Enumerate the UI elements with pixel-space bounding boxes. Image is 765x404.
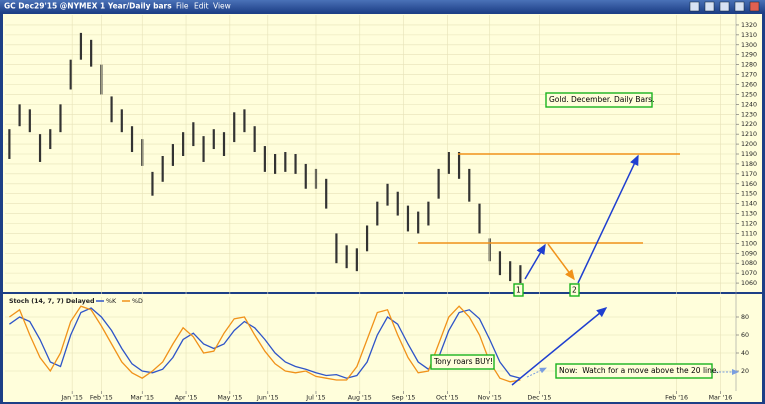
y-tick-label: 40 xyxy=(741,350,749,357)
x-tick-label: Mar '15 xyxy=(130,395,154,402)
y-tick-label: 1130 xyxy=(741,211,757,218)
y-tick-label: 1170 xyxy=(741,171,757,178)
annotation-now: Now: Watch for a move above the 20 line. xyxy=(559,366,719,375)
period: 1 Year/Daily bars xyxy=(100,2,172,11)
y-tick-label: 1310 xyxy=(741,32,757,39)
menu-item[interactable]: File xyxy=(176,2,189,11)
x-tick-label: Sep '15 xyxy=(392,395,416,402)
x-tick-label: Apr '15 xyxy=(175,395,198,402)
x-tick-label: Jul '15 xyxy=(305,395,325,402)
annotations xyxy=(418,92,739,386)
y-tick-label: 1250 xyxy=(741,91,757,98)
stoch-line xyxy=(9,305,521,383)
y-tick-label: 60 xyxy=(741,332,749,339)
legend-label: %D xyxy=(132,298,143,305)
y-tick-label: 80 xyxy=(741,314,749,321)
annotation-buy: Tony roars BUY! xyxy=(433,357,493,366)
wave-label: 2 xyxy=(572,286,577,295)
y-tick-label: 1260 xyxy=(741,82,757,89)
y-tick-label: 1180 xyxy=(741,161,757,168)
x-tick-label: Feb '16 xyxy=(665,395,688,402)
y-tick-label: 1240 xyxy=(741,101,757,108)
y-tick-label: 1280 xyxy=(741,62,757,69)
title-bar xyxy=(0,0,765,13)
x-tick-label: Nov '15 xyxy=(478,395,502,402)
y-tick-label: 1270 xyxy=(741,72,757,79)
x-tick-label: May '15 xyxy=(217,395,242,402)
annotation-title: Gold. December. Daily Bars. xyxy=(549,95,654,104)
x-tick-label: Jan '15 xyxy=(60,395,82,402)
y-tick-label: 1120 xyxy=(741,220,757,227)
y-tick-label: 1200 xyxy=(741,141,757,148)
y-tick-label: 1160 xyxy=(741,181,757,188)
x-tick-label: Feb '15 xyxy=(90,395,113,402)
y-tick-label: 1140 xyxy=(741,201,757,208)
wave-label: 1 xyxy=(516,286,521,295)
y-tick-label: 1150 xyxy=(741,191,757,198)
y-tick-label: 1190 xyxy=(741,151,757,158)
y-tick-label: 1210 xyxy=(741,131,757,138)
x-tick-label: Jun '15 xyxy=(256,395,279,402)
y-tick-label: 1080 xyxy=(741,260,757,267)
legend-label: %K xyxy=(106,298,117,305)
y-tick-label: 1230 xyxy=(741,111,757,118)
menu-item[interactable]: Edit xyxy=(194,2,209,11)
date-axis xyxy=(3,391,762,402)
y-tick-label: 1320 xyxy=(741,22,757,29)
y-tick-label: 1060 xyxy=(741,280,757,287)
y-tick-label: 20 xyxy=(741,368,749,375)
y-tick-label: 1070 xyxy=(741,270,757,277)
price-panel xyxy=(3,14,762,292)
y-tick-label: 1290 xyxy=(741,52,757,59)
x-tick-label: Mar '16 xyxy=(709,395,733,402)
y-tick-label: 1300 xyxy=(741,42,757,49)
y-tick-label: 1090 xyxy=(741,250,757,257)
x-tick-label: Oct '15 xyxy=(436,395,459,402)
x-tick-label: Aug '15 xyxy=(348,395,372,402)
window-buttons[interactable] xyxy=(689,1,760,12)
x-tick-label: Dec '15 xyxy=(527,395,551,402)
y-tick-label: 1220 xyxy=(741,121,757,128)
symbol: GC Dec29'15 @NYMEX xyxy=(4,2,98,11)
menu-item[interactable]: View xyxy=(213,2,231,11)
y-tick-label: 1100 xyxy=(741,240,757,247)
indicator-title: Stoch (14, 7, 7) Delayed xyxy=(9,298,95,305)
y-tick-label: 1110 xyxy=(741,230,757,237)
